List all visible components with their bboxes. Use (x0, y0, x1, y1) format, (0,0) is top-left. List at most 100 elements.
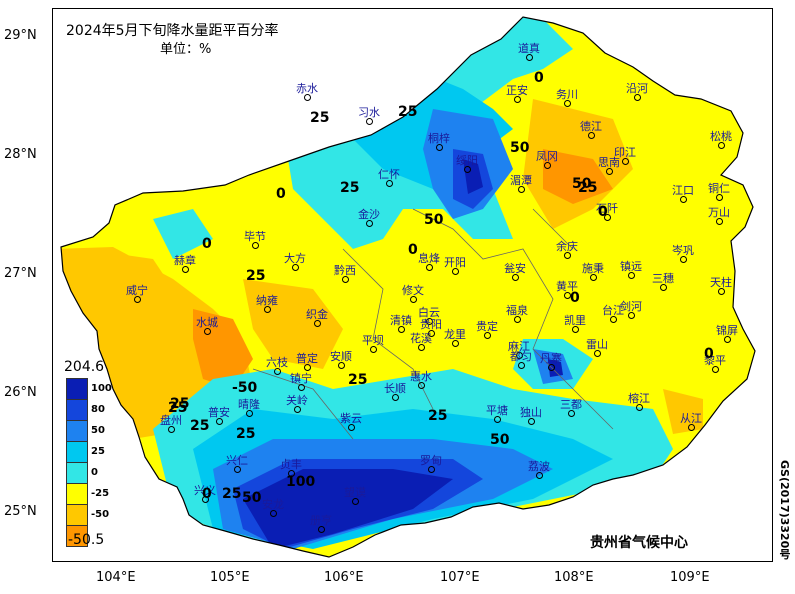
city-label: 岑巩 (672, 244, 694, 257)
city-label: 思南 (598, 156, 620, 169)
city-marker (216, 418, 223, 425)
contour-label: 25 (222, 486, 242, 502)
city-label: 兴义 (194, 484, 216, 497)
city-label: 务川 (556, 88, 578, 101)
contour-label: 0 (202, 236, 212, 252)
city-label: 万山 (708, 206, 730, 219)
city-marker (168, 426, 175, 433)
city-marker (338, 362, 345, 369)
lon-label: 105°E (210, 570, 250, 585)
city-marker (342, 276, 349, 283)
contour-label: 0 (276, 186, 286, 202)
city-label: 三都 (560, 398, 582, 411)
city-marker (716, 194, 723, 201)
city-label: 贞丰 (280, 458, 302, 471)
legend-label: 0 (91, 467, 98, 478)
city-marker (536, 472, 543, 479)
city-label: 贵阳 (420, 318, 442, 331)
city-label: 平坝 (362, 334, 384, 347)
map-frame (52, 8, 773, 562)
city-label: 台江 (602, 304, 624, 317)
city-marker (716, 218, 723, 225)
city-marker (392, 394, 399, 401)
contour-label: 0 (408, 242, 418, 258)
city-marker (418, 382, 425, 389)
city-label: 开阳 (444, 256, 466, 269)
city-label: 赤水 (296, 82, 318, 95)
city-marker (724, 336, 731, 343)
lon-label: 109°E (670, 570, 710, 585)
city-label: 丹寨 (540, 352, 562, 365)
city-label: 剑河 (620, 300, 642, 313)
city-marker (366, 118, 373, 125)
city-label: 习水 (358, 106, 380, 119)
city-label: 安顺 (330, 350, 352, 363)
city-marker (564, 252, 571, 259)
legend-swatch: -50 (66, 504, 109, 526)
contour-label: 0 (570, 290, 580, 306)
city-marker (252, 242, 259, 249)
city-label: 白云 (418, 306, 440, 319)
contour-label: 50 (424, 212, 444, 228)
legend-swatch (66, 525, 88, 547)
city-label: 凤冈 (536, 150, 558, 163)
city-label: 黎平 (704, 354, 726, 367)
city-marker (544, 162, 551, 169)
city-marker (304, 94, 311, 101)
city-marker (518, 186, 525, 193)
city-label: 关岭 (286, 394, 308, 407)
city-label: 普安 (208, 406, 230, 419)
city-marker (426, 318, 433, 325)
city-marker (410, 296, 417, 303)
lon-label: 104°E (96, 570, 136, 585)
city-label: 息烽 (418, 252, 440, 265)
city-marker (548, 364, 555, 371)
legend-swatch: 50 (66, 420, 105, 442)
city-label: 铜仁 (708, 182, 730, 195)
city-marker (386, 180, 393, 187)
city-marker (712, 366, 719, 373)
city-marker (516, 352, 523, 359)
city-marker (202, 496, 209, 503)
city-marker (718, 142, 725, 149)
city-label: 普定 (296, 352, 318, 365)
city-marker (134, 296, 141, 303)
legend-label: 100 (91, 383, 112, 394)
city-label: 水城 (196, 316, 218, 329)
city-label: 罗甸 (420, 454, 442, 467)
city-marker (348, 424, 355, 431)
legend-max-value: 204.6 (64, 359, 105, 375)
city-label: 惠水 (410, 370, 432, 383)
city-label: 望谟 (344, 486, 366, 499)
city-label: 麻江 (508, 340, 530, 353)
city-label: 花溪 (410, 332, 432, 345)
city-marker (182, 266, 189, 273)
contour-label: 50 (510, 140, 530, 156)
city-label: 施秉 (582, 262, 604, 275)
contour-label: 50 (490, 432, 510, 448)
city-label: 雷山 (586, 338, 608, 351)
city-marker (588, 132, 595, 139)
city-marker (528, 418, 535, 425)
city-marker (688, 424, 695, 431)
city-marker (452, 268, 459, 275)
city-marker (294, 406, 301, 413)
city-marker (366, 220, 373, 227)
city-label: 黔西 (334, 264, 356, 277)
city-marker (426, 264, 433, 271)
city-label: 册亨 (310, 514, 332, 527)
contour-label: 25 (190, 418, 210, 434)
city-marker (398, 326, 405, 333)
city-label: 绥阳 (456, 154, 478, 167)
city-marker (484, 332, 491, 339)
city-label: 石阡 (596, 202, 618, 215)
city-marker (568, 410, 575, 417)
city-label: 镇宁 (290, 372, 312, 385)
city-marker (526, 54, 533, 61)
city-marker (622, 158, 629, 165)
contour-label: 25 (246, 268, 266, 284)
city-label: 黄平 (556, 280, 578, 293)
city-label: 清镇 (390, 314, 412, 327)
city-label: 天柱 (710, 276, 732, 289)
